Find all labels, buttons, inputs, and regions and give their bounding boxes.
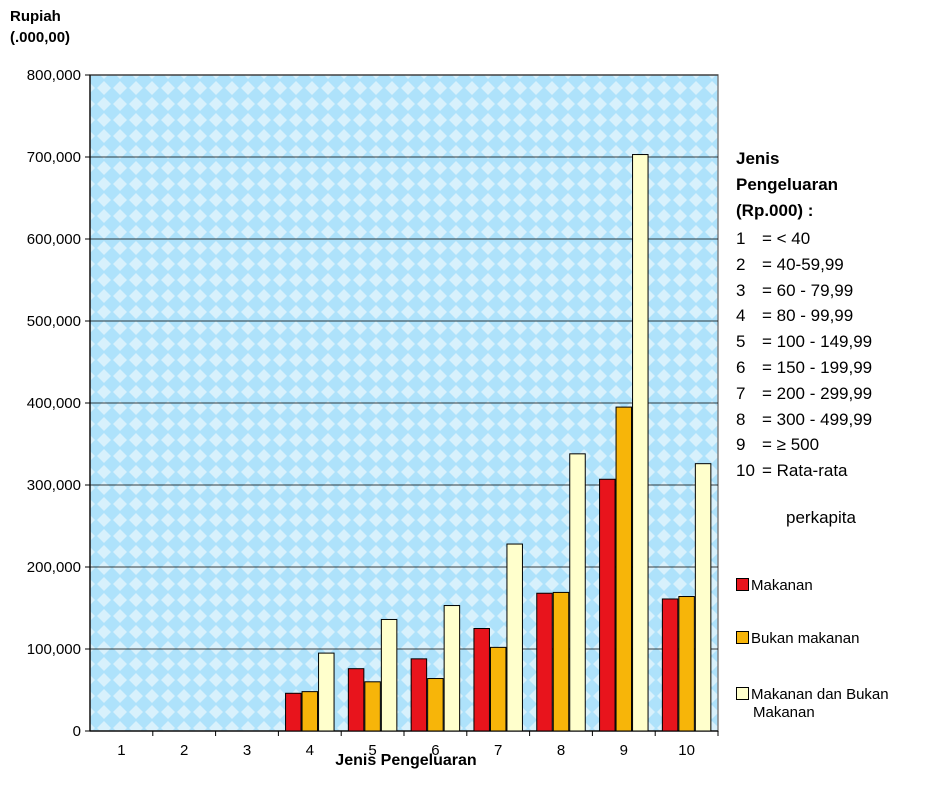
- bar-makanan-7: [473, 628, 490, 732]
- legend-item-makanan-dan-bukan-makanan: Makanan dan Bukan Makanan: [736, 686, 889, 722]
- y-axis-title-line2: (.000,00): [10, 29, 71, 46]
- legend-label-makanan-dan-bukan-makanan-line1: Makanan dan Bukan: [751, 686, 889, 703]
- category-key-number: 2: [736, 254, 746, 274]
- category-key-number: 10: [736, 461, 755, 481]
- bar-makanan-8: [536, 592, 553, 732]
- x-tick-label: 9: [620, 742, 628, 759]
- legend-label-makanan-dan-bukan-makanan-line2: Makanan: [753, 704, 815, 721]
- x-tick-label: 8: [557, 742, 565, 759]
- x-tick-label: 5: [368, 742, 376, 759]
- category-key-row: 2 = 40-59,99: [736, 255, 844, 275]
- category-key-number: 5: [736, 332, 746, 352]
- x-tick-label: 10: [678, 742, 695, 759]
- legend-item-bukan-makanan: Bukan makanan: [736, 630, 859, 648]
- legend-title-line2: Pengeluaran: [736, 175, 839, 194]
- bar-bukan-makanan-6: [427, 678, 444, 732]
- category-key-row: 3 = 60 - 79,99: [736, 281, 853, 301]
- category-key-row: 10 = Rata-rata: [736, 461, 848, 481]
- x-tick-label: 1: [117, 742, 125, 759]
- category-key-number: 4: [736, 306, 746, 326]
- category-key-range: = 150 - 199,99: [762, 358, 873, 377]
- bar-bukan-makanan-7: [489, 646, 507, 732]
- category-key-row: 9 = ≥ 500: [736, 435, 819, 455]
- bar-makanan-dan-bukan-makanan-10: [694, 463, 712, 732]
- category-key-number: 9: [736, 435, 746, 455]
- y-tick-label: 600,000: [27, 231, 81, 248]
- bar-makanan-dan-bukan-makanan-9: [632, 154, 649, 732]
- bar-makanan-dan-bukan-makanan-8: [569, 453, 586, 732]
- y-tick-label: 200,000: [27, 559, 81, 576]
- legend-title-line3: (Rp.000) :: [736, 201, 814, 220]
- category-key-range: = 40-59,99: [762, 254, 844, 274]
- bar-makanan-dan-bukan-makanan-6: [443, 605, 461, 732]
- y-tick-label: 500,000: [27, 313, 81, 330]
- category-key-number: 8: [736, 409, 746, 429]
- bar-makanan-10: [661, 598, 679, 732]
- y-tick-label: 800,000: [27, 67, 81, 84]
- y-tick-label: 100,000: [27, 641, 81, 658]
- bar-makanan-4: [285, 692, 302, 732]
- bar-bukan-makanan-8: [552, 591, 570, 732]
- x-tick-label: 6: [431, 742, 439, 759]
- y-axis-title: Rupiah (.000,00): [10, 8, 70, 46]
- category-key-range: = Rata-rata: [762, 461, 848, 481]
- legend-swatch-makanan: [736, 578, 749, 591]
- category-key-number: 1: [736, 229, 746, 248]
- y-tick-label: 300,000: [27, 477, 81, 494]
- category-key-range: = ≥ 500: [762, 435, 820, 455]
- category-key-number: 7: [736, 383, 746, 403]
- bar-makanan-dan-bukan-makanan-7: [506, 543, 523, 732]
- category-key-row: 8 = 300 - 499,99: [736, 410, 872, 430]
- y-tick-label: 700,000: [27, 149, 81, 166]
- bar-makanan-dan-bukan-makanan-5: [380, 618, 398, 732]
- legend-label-makanan: Makanan: [751, 577, 813, 594]
- category-key-number: 6: [736, 358, 746, 377]
- category-key-range: = 80 - 99,99: [762, 306, 854, 326]
- legend-swatch-bukan-makanan: [736, 631, 749, 644]
- category-key-range: = 200 - 299,99: [762, 383, 873, 403]
- bar-makanan-dan-bukan-makanan-4: [318, 652, 335, 732]
- category-key-number: 3: [736, 280, 746, 300]
- category-key-row: 1 = < 40: [736, 229, 810, 249]
- bar-bukan-makanan-5: [364, 681, 381, 732]
- y-tick-label: 0: [73, 723, 81, 740]
- x-tick-label: 7: [494, 742, 502, 759]
- category-key-continuation: perkapita: [786, 508, 856, 528]
- y-tick-label: 400,000: [27, 395, 81, 412]
- y-axis-title-line1: Rupiah: [10, 8, 61, 25]
- legend-item-makanan: Makanan: [736, 577, 813, 595]
- category-key-range: = 60 - 79,99: [762, 280, 854, 300]
- bar-makanan-5: [347, 668, 365, 732]
- category-key-range: = 100 - 149,99: [762, 332, 873, 352]
- category-key-continuation-text: perkapita: [786, 508, 856, 527]
- category-key-row: 6 = 150 - 199,99: [736, 358, 872, 378]
- bar-bukan-makanan-4: [301, 691, 319, 732]
- legend-title: Jenis Pengeluaran (Rp.000) :: [736, 146, 838, 224]
- legend-swatch-makanan-dan-bukan-makanan: [736, 687, 749, 700]
- category-key-row: 4 = 80 - 99,99: [736, 306, 853, 326]
- bar-makanan-9: [599, 478, 616, 732]
- bar-makanan-6: [410, 658, 428, 732]
- category-key-range: = < 40: [762, 229, 811, 248]
- bar-bukan-makanan-9: [615, 406, 633, 732]
- legend-title-line1: Jenis: [736, 149, 780, 168]
- x-tick-label: 3: [243, 742, 251, 759]
- x-tick-label: 4: [306, 742, 314, 759]
- bar-bukan-makanan-10: [678, 596, 695, 732]
- category-key-row: 7 = 200 - 299,99: [736, 384, 872, 404]
- category-key-row: 5 = 100 - 149,99: [736, 332, 872, 352]
- legend-label-bukan-makanan: Bukan makanan: [751, 630, 860, 647]
- x-axis-title: Jenis Pengeluaran: [335, 752, 477, 769]
- category-key-range: = 300 - 499,99: [762, 409, 873, 429]
- x-tick-label: 2: [180, 742, 188, 759]
